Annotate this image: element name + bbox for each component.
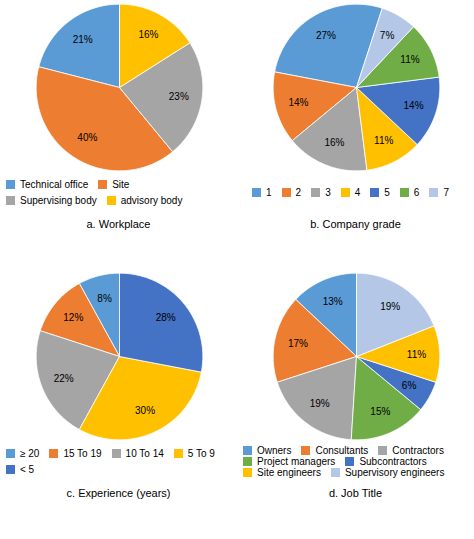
svg-text:30%: 30% (135, 405, 155, 416)
svg-text:14%: 14% (403, 100, 423, 111)
html-text:10 To 14: 10 To 14 (125, 447, 164, 459)
html-text:Site engineers: Site engineers (257, 467, 321, 478)
html-text:Technical office: Technical office (20, 178, 89, 190)
svg-text:8%: 8% (97, 293, 112, 304)
html-text:5: 5 (384, 187, 390, 198)
svg-text:22%: 22% (53, 373, 73, 384)
html-text:15 To 19: 15 To 19 (63, 447, 102, 459)
html-text:≥ 20: ≥ 20 (20, 447, 40, 459)
html-text:1: 1 (266, 187, 272, 198)
html-text:a. Workplace: a. Workplace (86, 218, 151, 230)
svg-text:21%: 21% (72, 34, 92, 45)
svg-text:19%: 19% (309, 398, 329, 409)
svg-text:14%: 14% (288, 97, 308, 108)
html-text:2: 2 (295, 187, 302, 198)
html-text:Supervisory engineers: Supervisory engineers (344, 467, 445, 478)
svg-text:27%: 27% (315, 30, 335, 41)
html-text:c. Experience (years): c. Experience (years) (66, 487, 171, 499)
html-text:3: 3 (325, 187, 331, 198)
svg-text:11%: 11% (374, 135, 393, 146)
svg-text:6%: 6% (401, 380, 416, 391)
svg-text:40%: 40% (77, 132, 97, 143)
html-text:Supervising body: Supervising body (20, 195, 97, 207)
html-text:Owners: Owners (257, 445, 292, 456)
svg-text:11%: 11% (406, 349, 425, 360)
svg-text:28%: 28% (155, 312, 175, 323)
html-text:Consultants: Consultants (315, 445, 369, 456)
svg-text:15%: 15% (370, 406, 390, 417)
html-text:5 To 9: 5 To 9 (187, 447, 215, 459)
html-text:4: 4 (354, 187, 361, 198)
svg-text:19%: 19% (380, 301, 400, 312)
svg-text:23%: 23% (168, 91, 188, 102)
html-text:d. Job Title: d. Job Title (328, 487, 383, 499)
html-text:6: 6 (413, 187, 420, 198)
svg-text:11%: 11% (400, 54, 419, 65)
html-text:advisory body: advisory body (120, 195, 183, 207)
html-text:Subcontractors: Subcontractors (359, 456, 427, 467)
svg-text:16%: 16% (138, 29, 158, 40)
html-text:b. Company grade: b. Company grade (310, 218, 401, 230)
html-text:Contractors: Contractors (392, 445, 444, 456)
html-text:7: 7 (443, 187, 449, 198)
html-text:< 5: < 5 (20, 464, 35, 476)
html-text:Site: Site (112, 178, 130, 190)
svg-text:12%: 12% (63, 312, 83, 323)
svg-text:17%: 17% (287, 338, 307, 349)
svg-text:13%: 13% (322, 296, 342, 307)
html-text:Project managers: Project managers (257, 456, 336, 467)
svg-text:16%: 16% (324, 137, 344, 148)
svg-text:7%: 7% (379, 30, 394, 41)
